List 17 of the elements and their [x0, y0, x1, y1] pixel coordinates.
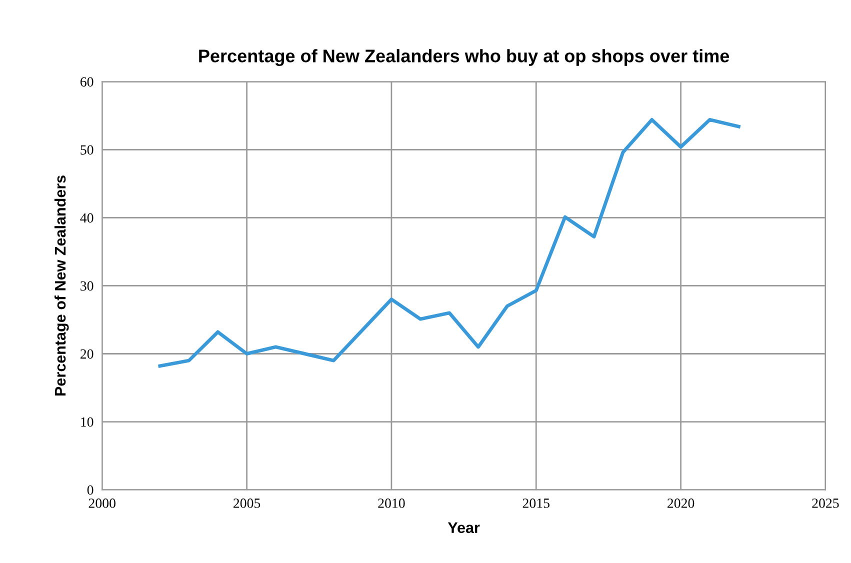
x-tick-label: 2015 [522, 498, 550, 508]
x-tick-label: 2025 [812, 498, 839, 508]
y-tick-label: 60 [80, 77, 94, 87]
y-tick-label: 0 [87, 485, 94, 495]
line-series [158, 118, 740, 368]
x-axis-title: Year [448, 522, 480, 534]
x-tick-label: 2020 [668, 498, 694, 508]
y-tick-label: 10 [81, 417, 94, 427]
x-tick-label: 2005 [234, 498, 260, 508]
y-tick-label: 40 [80, 213, 94, 223]
y-tick-label: 30 [80, 281, 94, 291]
y-tick-label: 50 [80, 145, 94, 155]
chart-title: Percentage of New Zealanders who buy at op shops over time [199, 49, 730, 66]
y-axis-title: Percentage of New Zealanders [54, 176, 69, 396]
x-tick-label: 2000 [88, 498, 116, 508]
y-tick-label: 20 [80, 349, 94, 359]
x-tick-label: 2010 [378, 498, 405, 508]
